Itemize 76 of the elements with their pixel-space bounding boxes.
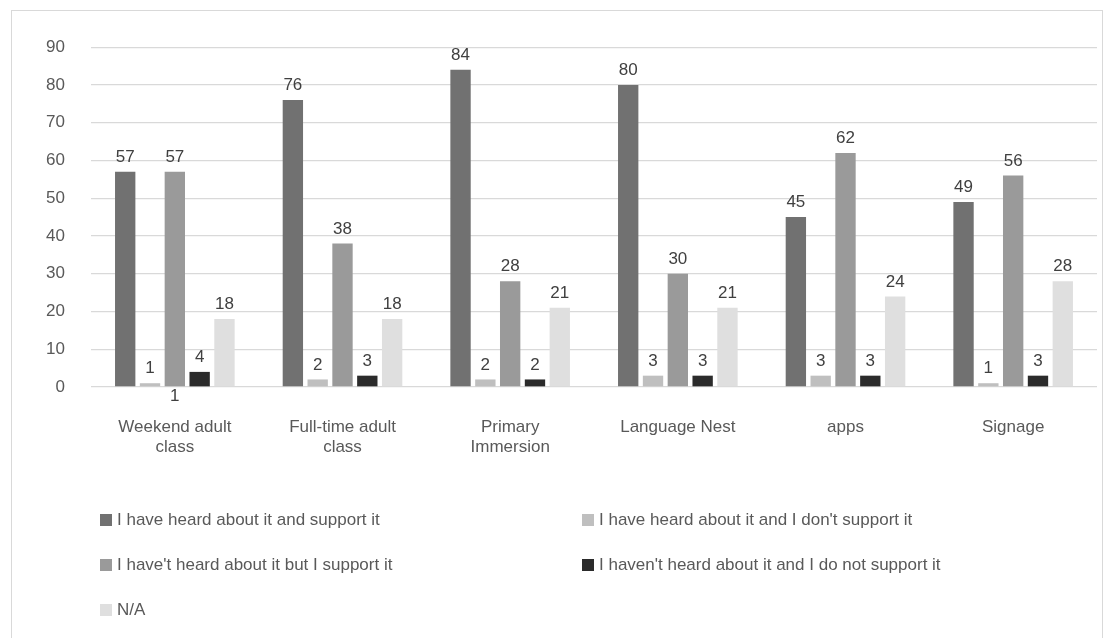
x-tick-label: Primary Immersion	[470, 416, 550, 457]
data-label: 2	[530, 354, 540, 374]
y-tick-label: 20	[46, 301, 65, 321]
data-label: 84	[451, 45, 470, 65]
bar	[357, 375, 378, 387]
bar	[978, 383, 999, 387]
data-label: 2	[312, 354, 323, 374]
bar	[642, 375, 664, 387]
y-tick-label: 60	[46, 150, 65, 170]
data-label: 2	[480, 354, 491, 374]
data-label: 49	[954, 177, 973, 197]
bar	[810, 375, 831, 387]
annotation: 1	[170, 386, 180, 406]
bar	[115, 171, 136, 387]
data-label: 21	[718, 282, 737, 302]
data-label: 3	[362, 350, 373, 370]
x-tick-label: apps	[827, 416, 864, 436]
legend-label: I have heard about it and I don't support it	[599, 509, 913, 531]
bar	[524, 379, 546, 387]
bar	[692, 375, 713, 387]
y-tick-label: 90	[46, 36, 65, 56]
data-label: 1	[145, 358, 155, 378]
bar	[164, 171, 186, 387]
data-label: 62	[836, 128, 855, 148]
bar	[450, 69, 471, 387]
y-tick-label: 80	[46, 74, 65, 94]
x-tick-label: Weekend adult class	[118, 416, 232, 457]
data-label: 45	[786, 192, 806, 212]
data-label: 28	[500, 256, 520, 276]
bar	[332, 243, 353, 387]
data-label: 57	[115, 146, 135, 166]
bar	[499, 281, 521, 387]
legend-label: I have't heard about it but I support it	[117, 554, 393, 576]
bar	[785, 217, 807, 387]
bar	[189, 371, 210, 387]
data-label: 4	[194, 347, 205, 367]
legend-label: I have heard about it and support it	[117, 509, 380, 531]
legend-label: I haven't heard about it and I do not support it	[599, 554, 941, 576]
data-label: 18	[215, 294, 234, 314]
x-tick-label: Signage	[981, 416, 1045, 436]
bar	[307, 379, 328, 387]
data-label: 56	[1003, 150, 1023, 170]
data-label: 57	[165, 146, 185, 166]
data-label: 38	[333, 218, 352, 238]
bar	[835, 152, 856, 387]
data-label: 1	[983, 358, 994, 378]
data-label: 76	[283, 75, 303, 95]
data-label: 3	[1033, 350, 1043, 370]
bar	[618, 84, 639, 387]
bar	[139, 383, 161, 387]
bar	[475, 379, 496, 387]
data-label: 3	[648, 350, 658, 370]
y-tick-label: 50	[46, 187, 65, 207]
data-label: 18	[382, 294, 402, 314]
x-tick-label: Language Nest	[620, 416, 736, 436]
x-tick-label: Full-time adult class	[289, 416, 397, 457]
bar	[1027, 375, 1049, 387]
bar	[1002, 175, 1024, 387]
data-label: 80	[618, 60, 638, 80]
data-label: 24	[885, 271, 905, 291]
y-tick-label: 10	[46, 338, 65, 358]
bar	[953, 202, 974, 387]
data-label: 30	[668, 248, 688, 268]
data-label: 3	[697, 350, 708, 370]
y-tick-label: 70	[46, 112, 65, 132]
y-tick-label: 40	[46, 225, 65, 245]
data-label: 3	[815, 350, 826, 370]
data-label: 28	[1053, 256, 1073, 276]
bar	[860, 375, 881, 387]
bar	[667, 273, 689, 387]
data-label: 3	[865, 350, 876, 370]
y-tick-label: 0	[55, 376, 65, 396]
y-tick-label: 30	[46, 263, 65, 283]
legend-label: N/A	[117, 599, 146, 621]
bar	[282, 100, 304, 387]
data-label: 21	[550, 282, 570, 302]
